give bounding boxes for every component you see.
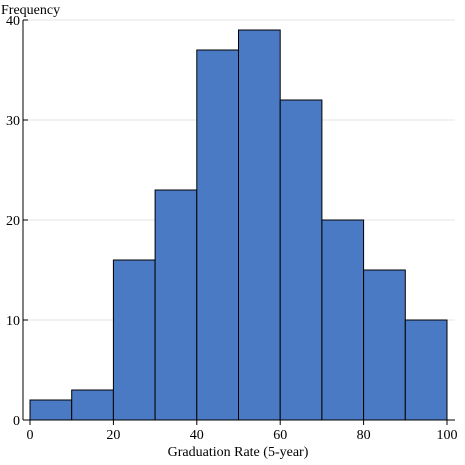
histogram-bar: [196, 49, 240, 421]
x-axis-title: Graduation Rate (5-year): [168, 445, 309, 460]
histogram-bar: [154, 189, 198, 421]
x-tick-label: 0: [27, 428, 34, 443]
histogram-bar: [29, 399, 73, 421]
histogram-bar: [71, 389, 114, 421]
tick-layer: 0 10 20 30 40 0 20 40 60 80 100: [6, 14, 458, 443]
bar-layer: [29, 29, 448, 421]
y-tick-label: 10: [6, 314, 20, 329]
x-tick-label: 40: [190, 428, 204, 443]
y-tick-label: 0: [13, 414, 20, 429]
histogram-bar: [279, 99, 323, 421]
y-tick-label: 40: [6, 14, 20, 29]
histogram-bar: [112, 259, 156, 421]
y-tick-label: 30: [6, 114, 20, 129]
x-tick-label: 20: [106, 428, 120, 443]
y-axis-title: Frequency: [1, 3, 60, 18]
histogram-bar: [238, 29, 281, 421]
x-tick-label: 100: [437, 428, 458, 443]
histogram-bar: [404, 319, 448, 421]
histogram-bar: [321, 219, 365, 421]
y-tick-label: 20: [6, 214, 20, 229]
histogram-bar: [363, 269, 406, 421]
x-tick-label: 80: [357, 428, 371, 443]
x-tick-label: 60: [273, 428, 287, 443]
